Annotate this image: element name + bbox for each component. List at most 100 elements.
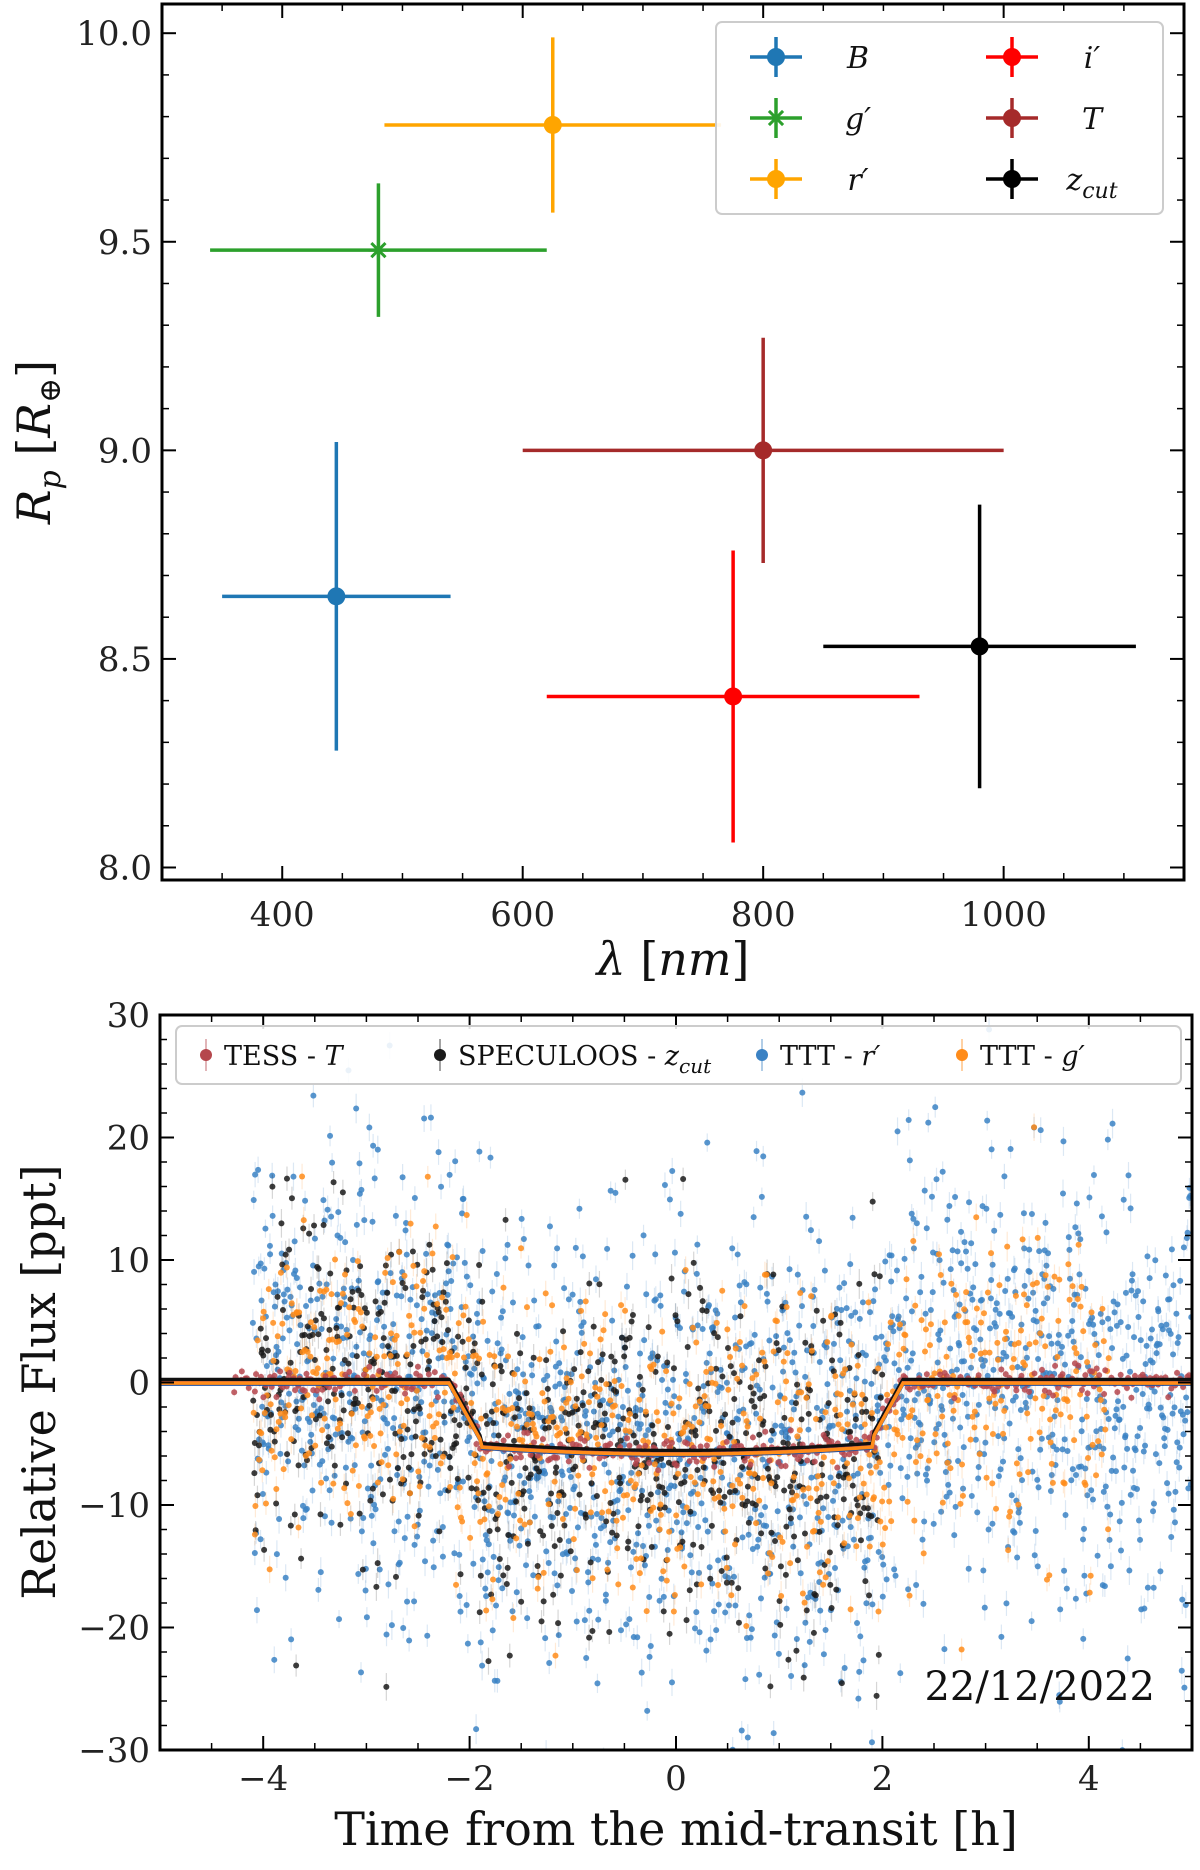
data-point	[936, 1257, 943, 1264]
data-point	[930, 1520, 937, 1527]
data-point	[488, 1408, 495, 1415]
data-point	[473, 1726, 480, 1733]
data-point	[835, 1473, 842, 1480]
data-point	[595, 1359, 602, 1366]
data-point	[714, 1334, 721, 1341]
data-point	[864, 1557, 871, 1564]
data-point	[363, 1614, 370, 1621]
data-point	[984, 1372, 991, 1379]
data-point	[622, 1364, 629, 1371]
data-point	[636, 1373, 643, 1380]
data-point	[328, 1213, 335, 1220]
data-point	[901, 1411, 908, 1418]
data-point	[302, 1197, 309, 1204]
data-point	[586, 1634, 593, 1641]
data-point	[416, 1473, 423, 1480]
data-point	[540, 1598, 547, 1605]
data-point	[391, 1528, 398, 1535]
data-point	[1059, 1446, 1066, 1453]
data-point	[983, 1205, 990, 1212]
data-point	[1098, 1213, 1105, 1220]
data-point	[1168, 1246, 1175, 1253]
data-point	[769, 1427, 776, 1434]
data-point	[262, 1500, 269, 1507]
data-point	[1122, 1432, 1129, 1439]
data-point	[343, 1480, 350, 1487]
data-point	[318, 1310, 325, 1317]
data-point	[992, 1405, 999, 1412]
data-point	[571, 1483, 578, 1490]
data-point	[777, 1563, 784, 1570]
data-point	[635, 1523, 642, 1530]
data-point	[732, 1314, 739, 1321]
data-point	[551, 1570, 558, 1577]
data-point	[463, 1602, 470, 1609]
data-point	[752, 1502, 759, 1509]
data-point	[489, 1627, 496, 1634]
data-point	[856, 1315, 863, 1322]
data-point	[637, 1406, 644, 1413]
data-point	[324, 1206, 331, 1213]
data-point	[638, 1492, 645, 1499]
data-point	[859, 1299, 866, 1306]
data-point	[855, 1695, 862, 1702]
data-point	[316, 1412, 323, 1419]
data-point	[287, 1522, 294, 1529]
data-point	[331, 1462, 338, 1469]
data-point	[603, 1518, 610, 1525]
data-point	[521, 1505, 528, 1512]
data-point	[601, 1461, 608, 1468]
data-point	[1015, 1509, 1022, 1516]
data-point	[393, 1292, 400, 1299]
errorbar-point-3	[546, 550, 920, 843]
data-point	[893, 1267, 900, 1274]
data-point	[1068, 1328, 1075, 1335]
data-point	[738, 1727, 745, 1734]
data-point	[493, 1602, 500, 1609]
data-point	[571, 1366, 578, 1373]
data-point	[615, 1426, 622, 1433]
data-point	[792, 1369, 799, 1376]
data-point	[872, 1286, 879, 1293]
data-point	[717, 1366, 724, 1373]
data-point	[535, 1474, 542, 1481]
data-point	[556, 1360, 563, 1367]
data-point	[443, 1260, 450, 1267]
data-point	[392, 1573, 399, 1580]
data-point	[540, 1376, 547, 1383]
data-point	[786, 1337, 793, 1344]
data-point	[1125, 1324, 1132, 1331]
data-point	[416, 1507, 423, 1514]
data-point	[1129, 1271, 1136, 1278]
data-point	[904, 1473, 911, 1480]
data-point	[518, 1525, 525, 1532]
top-x-axis-label: λ [nm]	[595, 932, 750, 986]
data-point	[334, 1291, 341, 1298]
data-point	[424, 1632, 431, 1639]
data-point	[602, 1591, 609, 1598]
data-point	[459, 1338, 466, 1345]
data-point	[615, 1413, 622, 1420]
data-point	[482, 1585, 489, 1592]
data-point	[969, 1296, 976, 1303]
data-point	[510, 1512, 517, 1519]
data-point	[357, 1329, 364, 1336]
data-point	[349, 1288, 356, 1295]
data-point	[281, 1298, 288, 1305]
data-point	[717, 1499, 724, 1506]
data-point	[808, 1343, 815, 1350]
data-point	[269, 1212, 276, 1219]
legend-entry-5: zcut	[986, 159, 1118, 204]
data-point	[370, 1540, 377, 1547]
data-point	[438, 1314, 445, 1321]
data-point	[985, 1526, 992, 1533]
data-point	[681, 1288, 688, 1295]
data-point	[1014, 1554, 1021, 1561]
data-point	[476, 1262, 483, 1269]
data-point	[639, 1487, 646, 1494]
data-point	[1081, 1572, 1088, 1579]
data-point	[1110, 1454, 1117, 1461]
data-point	[664, 1359, 671, 1366]
data-point	[629, 1312, 636, 1319]
data-point	[463, 1273, 470, 1280]
